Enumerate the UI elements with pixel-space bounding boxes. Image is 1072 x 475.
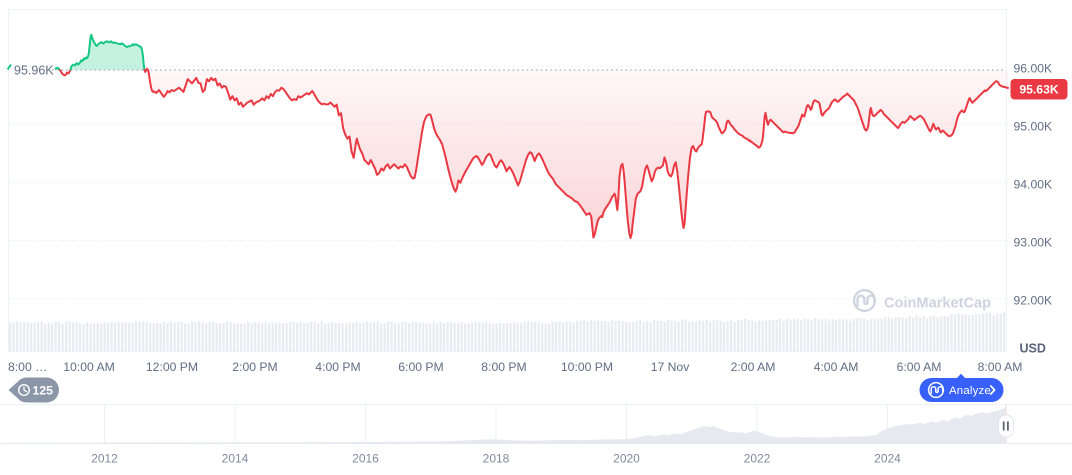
- svg-text:Analyze: Analyze: [949, 385, 991, 397]
- svg-text:USD: USD: [1020, 342, 1046, 356]
- svg-text:8:00 …: 8:00 …: [8, 360, 47, 374]
- svg-text:6:00 PM: 6:00 PM: [398, 360, 443, 374]
- svg-text:17 Nov: 17 Nov: [651, 360, 691, 374]
- svg-text:2:00 PM: 2:00 PM: [232, 360, 277, 374]
- svg-text:94.00K: 94.00K: [1014, 177, 1053, 191]
- svg-text:2018: 2018: [483, 452, 510, 466]
- svg-text:10:00 AM: 10:00 AM: [63, 360, 115, 374]
- svg-text:2012: 2012: [91, 452, 118, 466]
- svg-text:125: 125: [33, 383, 54, 397]
- svg-text:6:00 AM: 6:00 AM: [897, 360, 942, 374]
- svg-text:96.00K: 96.00K: [1014, 61, 1053, 75]
- svg-text:CoinMarketCap: CoinMarketCap: [884, 296, 991, 312]
- svg-text:2014: 2014: [222, 452, 249, 466]
- svg-text:8:00 PM: 8:00 PM: [481, 360, 526, 374]
- svg-text:2:00 AM: 2:00 AM: [731, 360, 776, 374]
- svg-text:2016: 2016: [352, 452, 379, 466]
- svg-text:2024: 2024: [874, 452, 901, 466]
- svg-text:2022: 2022: [744, 452, 771, 466]
- svg-text:12:00 PM: 12:00 PM: [146, 360, 198, 374]
- svg-text:92.00K: 92.00K: [1014, 293, 1053, 307]
- svg-text:10:00 PM: 10:00 PM: [561, 360, 613, 374]
- svg-text:95.63K: 95.63K: [1019, 83, 1058, 97]
- svg-text:8:00 AM: 8:00 AM: [978, 360, 1023, 374]
- svg-text:93.00K: 93.00K: [1014, 235, 1053, 249]
- svg-text:4:00 PM: 4:00 PM: [315, 360, 360, 374]
- svg-text:95.00K: 95.00K: [1014, 119, 1053, 133]
- svg-text:4:00 AM: 4:00 AM: [814, 360, 859, 374]
- svg-text:2020: 2020: [613, 452, 640, 466]
- svg-text:95.96K: 95.96K: [14, 64, 54, 78]
